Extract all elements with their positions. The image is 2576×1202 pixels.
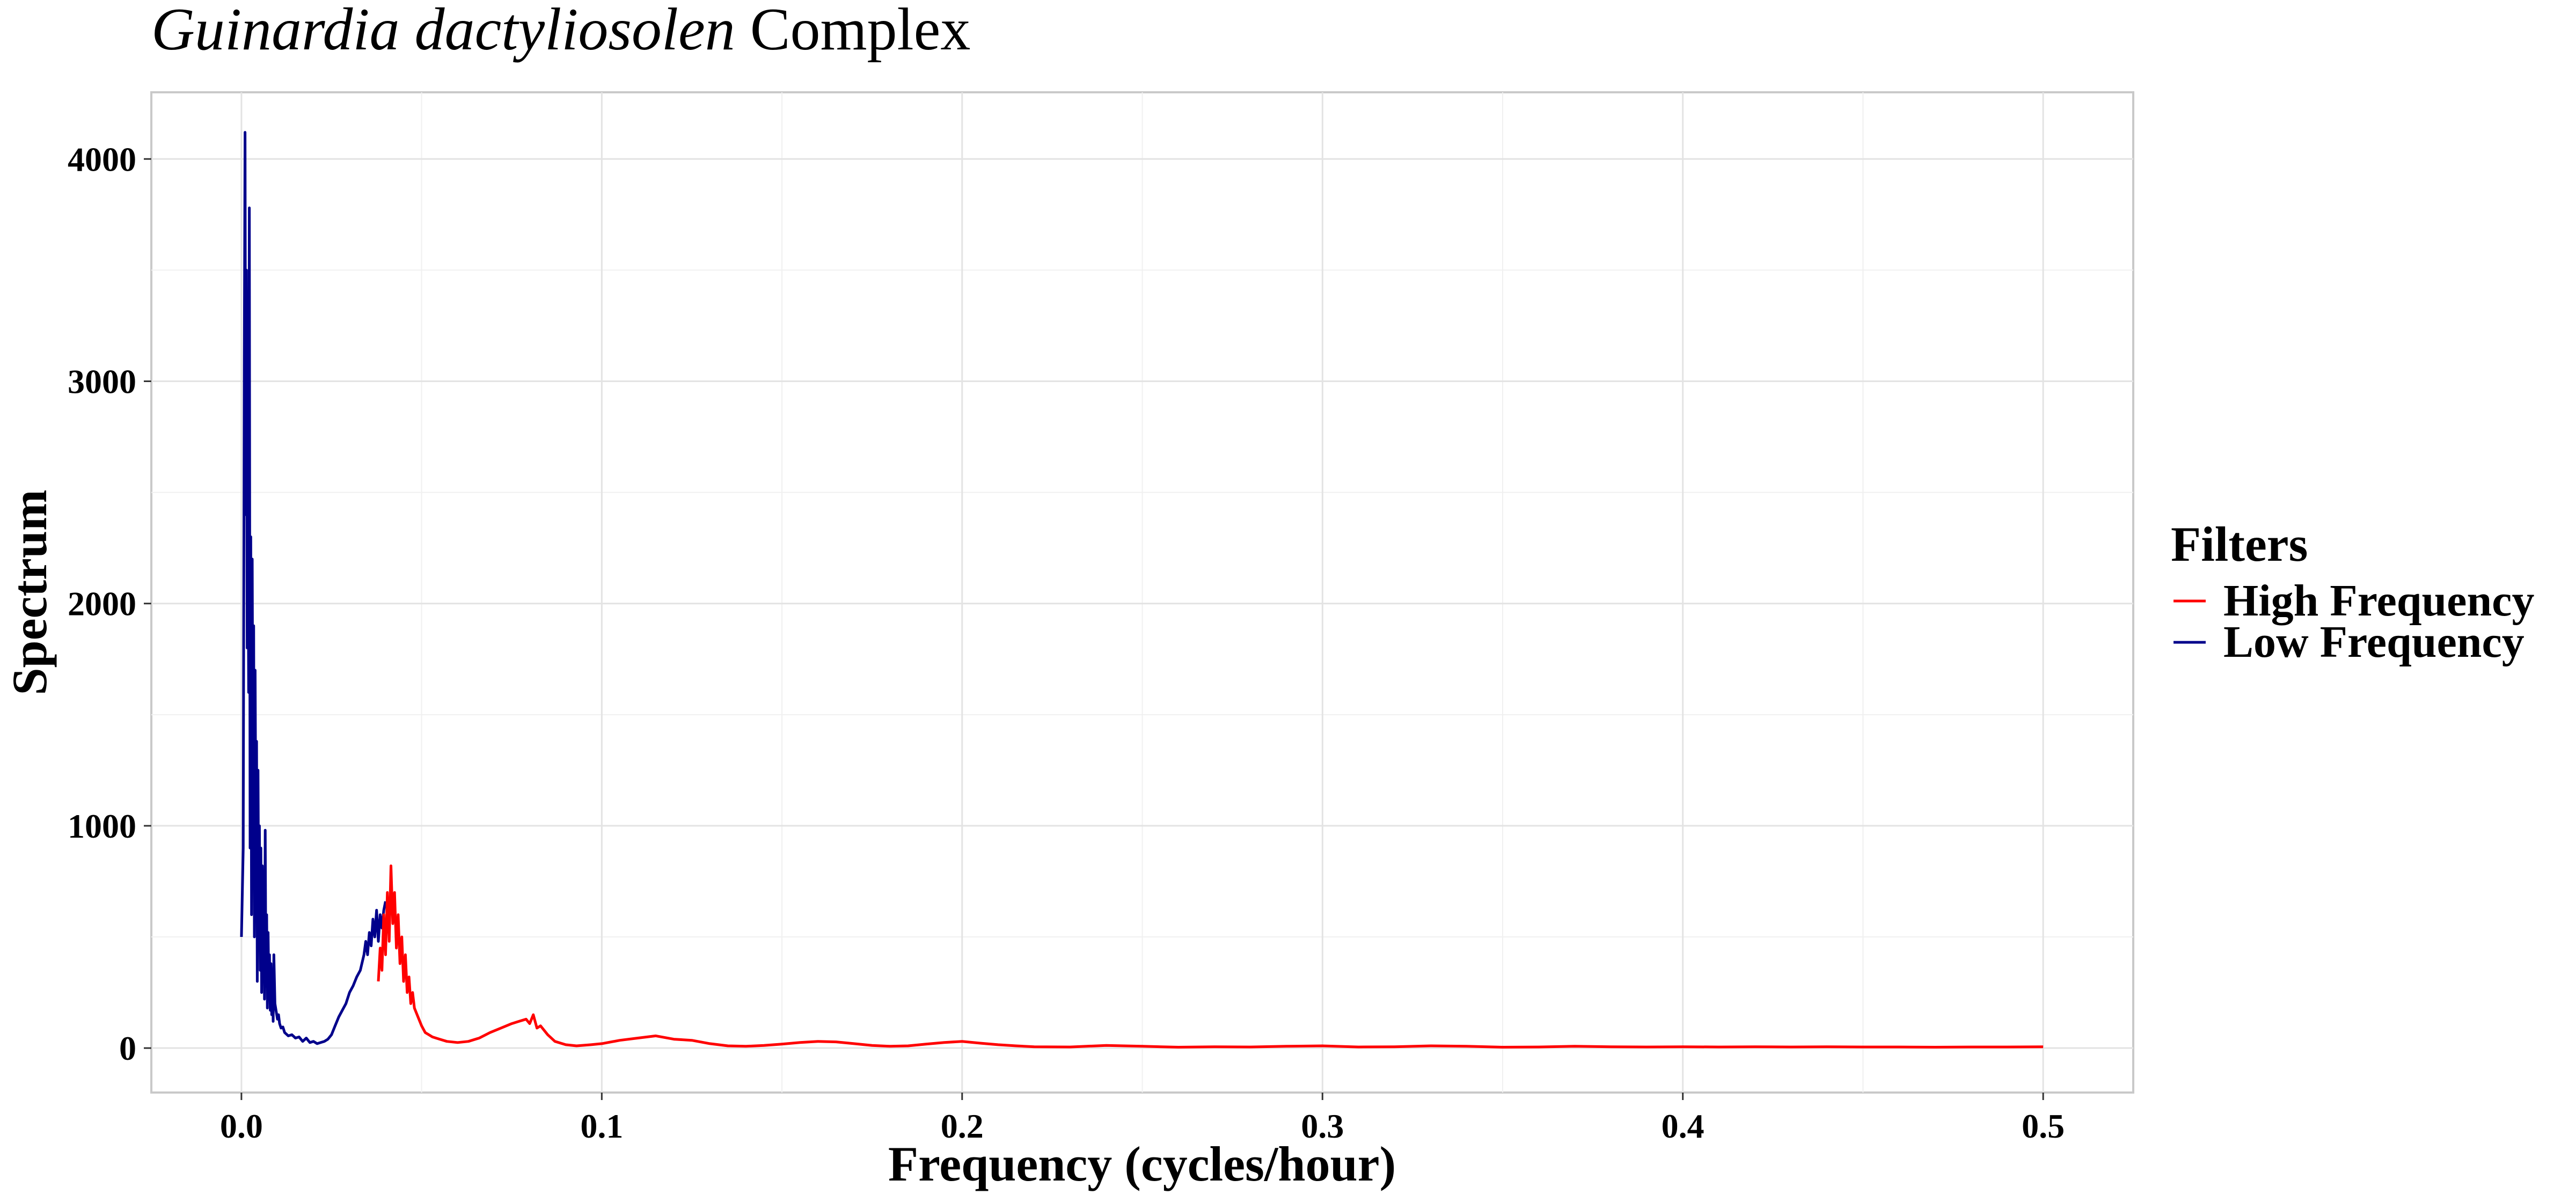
x-tick-label: 0.4 — [1662, 1107, 1704, 1145]
y-axis-title: Spectrum — [2, 489, 57, 695]
series-layer — [240, 131, 2044, 1049]
y-tick-label: 1000 — [68, 807, 136, 845]
legend: Filters High Frequency Low Frequency — [2171, 517, 2534, 667]
y-tick-label: 4000 — [68, 140, 136, 178]
x-tick-label: 0.0 — [220, 1107, 263, 1145]
chart-title-italic: Guinardia dactyliosolen — [151, 0, 735, 63]
x-axis-title: Frequency (cycles/hour) — [888, 1137, 1396, 1191]
y-axis-ticks: 0 1000 2000 3000 4000 — [68, 140, 151, 1067]
x-tick-label: 0.3 — [1301, 1107, 1344, 1145]
x-tick-label: 0.5 — [2022, 1107, 2065, 1145]
y-tick-label: 3000 — [68, 362, 136, 400]
series-line-high-frequency — [377, 864, 2044, 1049]
grid-layer — [151, 92, 2133, 1093]
y-tick-label: 0 — [119, 1029, 136, 1067]
x-axis-ticks: 0.0 0.1 0.2 0.3 0.4 0.5 — [220, 1093, 2065, 1145]
legend-label-high-frequency: High Frequency — [2223, 576, 2534, 626]
y-tick-label: 2000 — [68, 585, 136, 623]
chart-title: Guinardia dactyliosolen Complex — [151, 0, 970, 63]
legend-label-low-frequency: Low Frequency — [2223, 617, 2524, 667]
legend-title: Filters — [2171, 517, 2308, 571]
x-tick-label: 0.1 — [580, 1107, 623, 1145]
series-line-low-frequency — [240, 131, 387, 1045]
chart-title-rest: Complex — [750, 0, 971, 63]
x-tick-label: 0.2 — [941, 1107, 984, 1145]
